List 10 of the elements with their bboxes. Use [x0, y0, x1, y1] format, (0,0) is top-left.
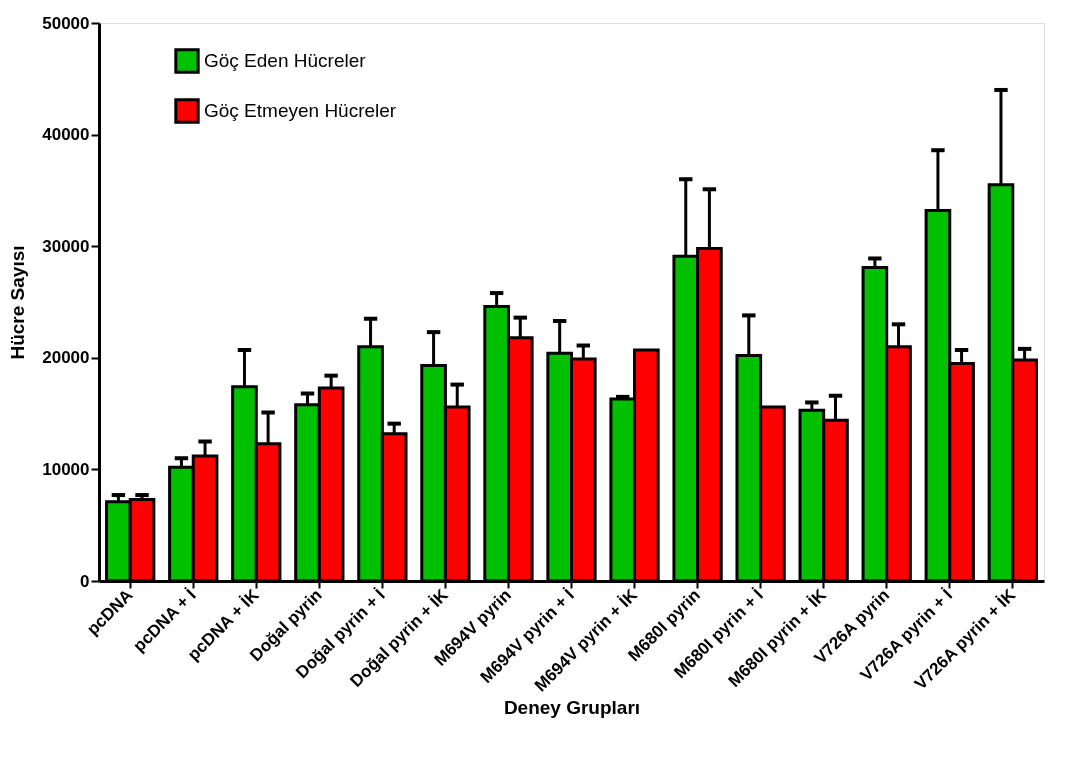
x-axis-title: Deney Grupları	[503, 696, 641, 718]
legend-label: Göç Etmeyen Hücreler	[204, 100, 397, 121]
y-tick-label: 10000	[42, 459, 90, 479]
y-tick-label: 20000	[42, 348, 90, 368]
y-tick-label: 40000	[42, 125, 90, 145]
y-tick-label: 0	[80, 571, 90, 591]
legend-label: Göç Eden Hücreler	[204, 50, 367, 71]
y-tick-label: 50000	[42, 13, 90, 33]
y-tick-label: 30000	[42, 236, 90, 256]
y-axis-title: Hücre Sayısı	[7, 245, 29, 360]
